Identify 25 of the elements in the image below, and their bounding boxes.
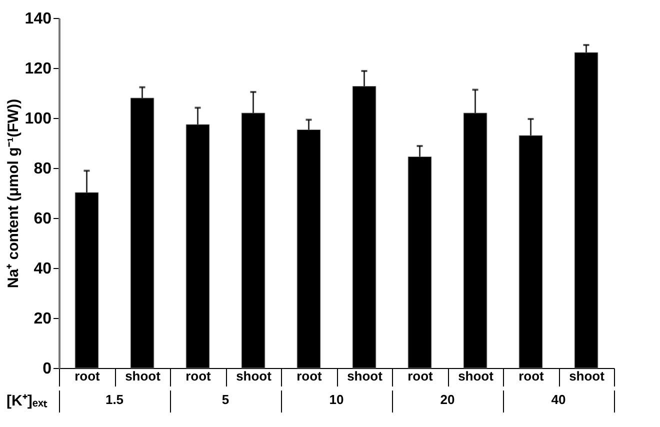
- y-tick-label: 140: [24, 10, 52, 28]
- text: 20: [440, 392, 455, 407]
- y-tick-label: 80: [34, 160, 52, 178]
- x-tick-label: shoot: [347, 368, 384, 384]
- y-tick-label: 100: [24, 110, 52, 128]
- x-tick-label: shoot: [569, 368, 606, 384]
- y-tick-label: 60: [34, 210, 52, 228]
- y-axis-title: Na⁺ content (μmol g⁻¹(FW)): [4, 98, 22, 288]
- x-tick-label: shoot: [125, 368, 162, 384]
- y-tick-label: 40: [34, 260, 52, 278]
- x-tick-label: root: [74, 368, 101, 384]
- x-tick-label: root: [186, 368, 212, 384]
- x-axis-title: [K⁺]ₑₓₜ: [6, 392, 48, 410]
- x-tick-label: root: [408, 368, 434, 384]
- y-tick-label: 20: [34, 310, 52, 328]
- text: 5: [222, 392, 230, 407]
- x-tick-label: shoot: [458, 368, 494, 384]
- y-tick-label: 0: [42, 360, 52, 378]
- text: 10: [329, 392, 344, 407]
- x-tick-label: root: [296, 368, 323, 384]
- y-tick-label: 120: [24, 60, 52, 78]
- x-tick-label: root: [518, 368, 545, 384]
- x-tick-label: shoot: [236, 368, 272, 384]
- text: 1.5: [105, 392, 124, 407]
- text: 40: [551, 392, 566, 407]
